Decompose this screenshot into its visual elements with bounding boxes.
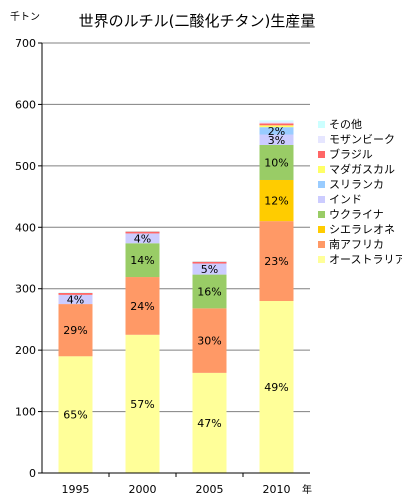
segment-percent-label: 12%	[264, 195, 288, 208]
y-tick-label: 100	[15, 406, 36, 419]
bar-segment	[259, 179, 294, 222]
bars: 65% 29% 4% 57% 24% 14% 4% 47% 30% 16% 5% 49% 23% 12% 1…	[58, 120, 294, 473]
y-tick-label: 600	[15, 98, 36, 111]
legend-swatch	[318, 241, 325, 248]
segment-percent-label: 30%	[197, 335, 221, 348]
y-axis-ticks: 0 100 200 300 400 500 600 700	[15, 37, 42, 480]
legend-swatch	[318, 196, 325, 203]
x-tick-label: 1995	[62, 483, 90, 496]
segment-percent-label: 24%	[130, 300, 154, 313]
bar-segment	[58, 292, 93, 294]
y-axis-unit-label: 千トン	[10, 11, 40, 23]
bar-segment	[259, 221, 294, 301]
legend-entry: ブラジル	[329, 147, 373, 161]
bar-segment	[125, 231, 160, 234]
bar-segment	[58, 294, 93, 305]
y-tick-label: 500	[15, 160, 36, 173]
segment-percent-label: 47%	[197, 417, 221, 430]
y-tick-label: 700	[15, 37, 36, 50]
bar-segment	[259, 121, 294, 124]
bar-segment	[125, 277, 160, 335]
bar-segment	[259, 127, 294, 135]
legend-entry: マダガスカル	[329, 162, 395, 176]
segment-percent-label: 4%	[67, 293, 84, 306]
axes	[41, 43, 310, 474]
legend-swatch	[318, 121, 325, 128]
segment-percent-label: 14%	[130, 254, 154, 267]
bar-segment	[192, 372, 227, 473]
segment-percent-label: 23%	[264, 255, 288, 268]
bar-segment	[125, 334, 160, 473]
legend-swatch	[318, 166, 325, 173]
bar-segment	[58, 293, 93, 295]
y-tick-label: 400	[15, 221, 36, 234]
bar-segment	[192, 308, 227, 373]
bar-segment	[259, 134, 294, 145]
legend-entry: インド	[329, 193, 362, 206]
x-axis-unit-label: 年	[302, 483, 312, 496]
legend-entry: スリランカ	[329, 178, 384, 191]
legend-swatch	[318, 256, 325, 263]
segment-percent-label: 2%	[268, 125, 285, 138]
segment-percent-label: 57%	[130, 398, 154, 411]
segment-percent-label: 49%	[264, 381, 288, 394]
bar-segment	[192, 274, 227, 309]
y-tick-label: 0	[29, 467, 36, 480]
x-tick-label: 2000	[129, 483, 157, 496]
legend-swatch	[318, 226, 325, 233]
bar-segment	[125, 233, 160, 244]
legend-entry: 南アフリカ	[329, 238, 384, 251]
segment-percent-label: 65%	[63, 409, 87, 422]
legend-entry: その他	[329, 118, 362, 131]
bar-segment	[259, 123, 294, 126]
chart-title: 世界のルチル(二酸化チタン)生産量	[79, 12, 316, 30]
legend-entry: ウクライナ	[329, 208, 384, 221]
bar-segment	[259, 120, 294, 122]
x-tick-label: 2010	[263, 483, 291, 496]
segment-percent-label: 29%	[63, 324, 87, 337]
segment-percent-label: 16%	[197, 285, 221, 298]
legend-entry: シエラレオネ	[329, 223, 395, 236]
bar-segment	[125, 243, 160, 278]
bar-segment	[259, 144, 294, 180]
segment-percent-label: 10%	[264, 156, 288, 169]
bar-segment	[125, 230, 160, 232]
bar-segment	[58, 304, 93, 357]
legend-entry: オーストラリア	[329, 253, 402, 266]
bar-segment	[259, 125, 294, 128]
bar-segment	[259, 301, 294, 473]
legend-swatch	[318, 211, 325, 218]
x-axis-ticks: 1995 2000 2005 2010	[62, 473, 291, 496]
segment-percent-label: 4%	[134, 232, 151, 245]
legend: その他モザンビークブラジルマダガスカルスリランカインドウクライナシエラレオネ南ア…	[318, 118, 402, 266]
bar-segment	[192, 263, 227, 275]
segment-percent-label: 3%	[268, 134, 285, 147]
bar-segment	[192, 261, 227, 264]
y-tick-label: 300	[15, 283, 36, 296]
x-tick-label: 2005	[196, 483, 224, 496]
segment-percent-label: 5%	[201, 263, 218, 276]
legend-swatch	[318, 136, 325, 143]
legend-swatch	[318, 151, 325, 158]
y-tick-label: 200	[15, 344, 36, 357]
legend-swatch	[318, 181, 325, 188]
bar-segment	[192, 261, 227, 262]
legend-entry: モザンビーク	[329, 133, 395, 146]
bar-segment	[58, 356, 93, 473]
